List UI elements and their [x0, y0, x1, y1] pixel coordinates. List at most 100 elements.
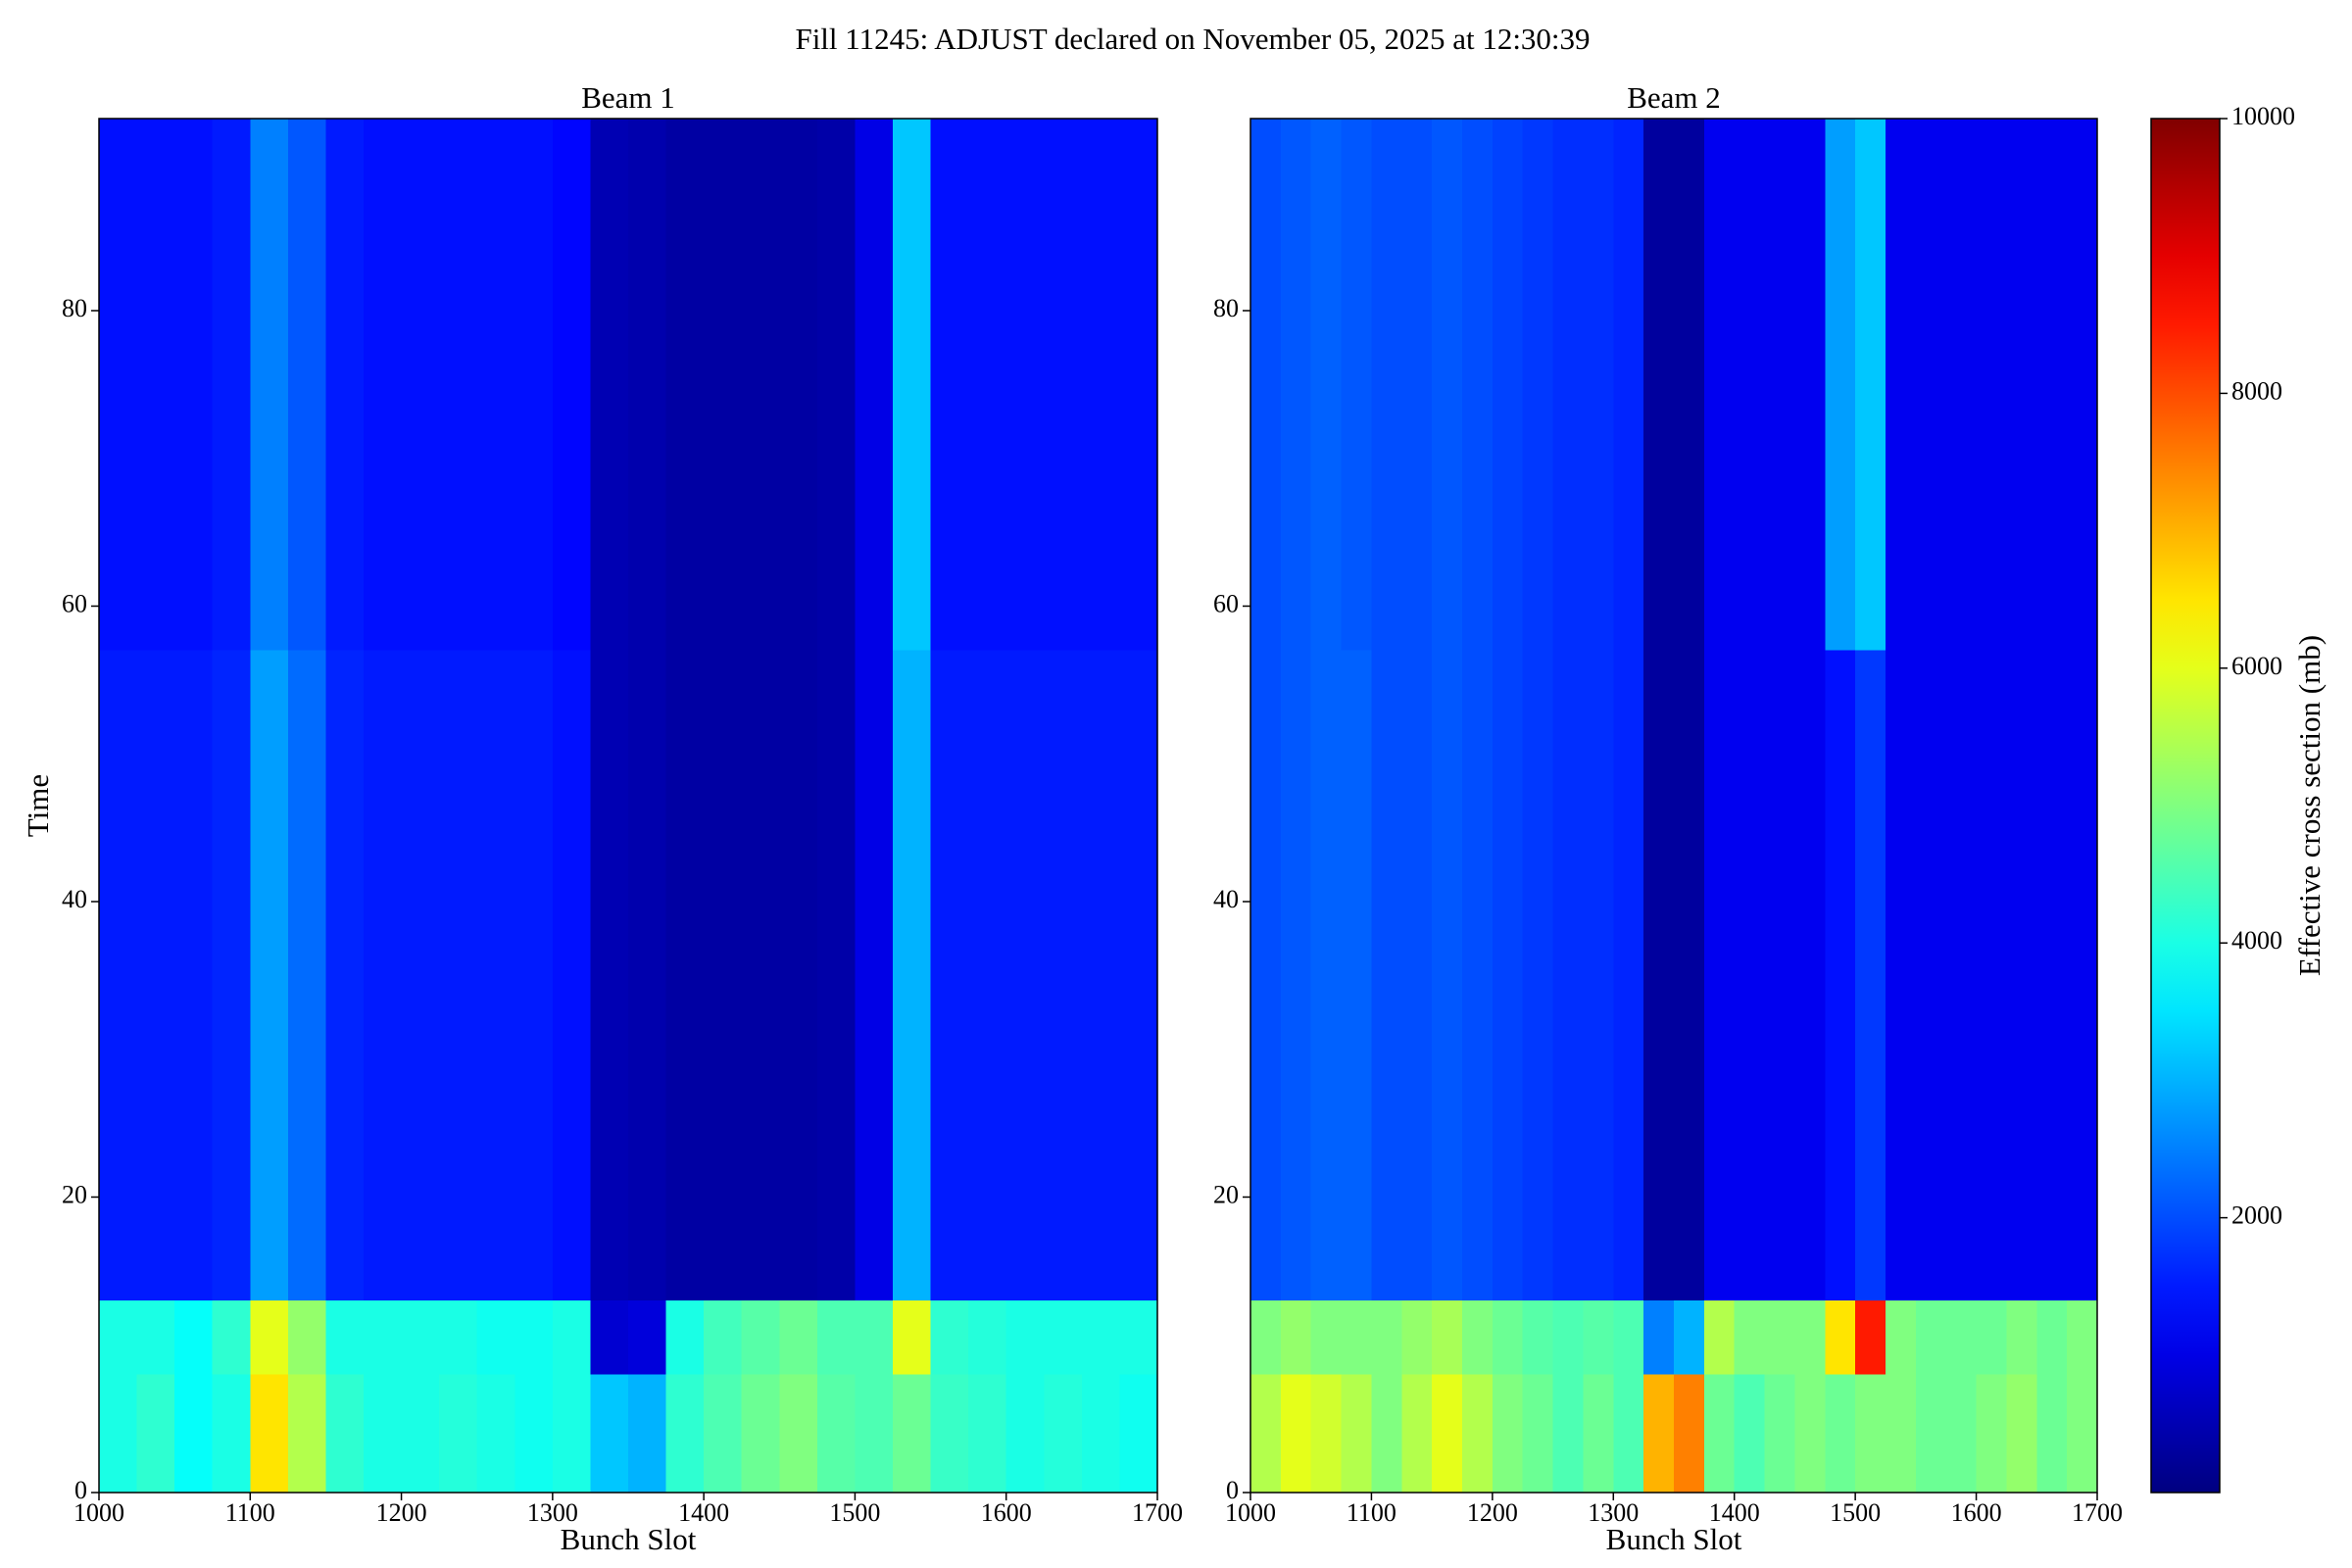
- x-tick-label: 1600: [1951, 1498, 2002, 1527]
- heatmap-cell: [779, 119, 817, 651]
- heatmap-cell: [514, 650, 553, 1301]
- heatmap-cell: [1492, 119, 1523, 651]
- heatmap-cell: [2006, 1300, 2037, 1375]
- x-tick-label: 1500: [829, 1498, 880, 1527]
- heatmap-cell: [855, 650, 893, 1301]
- heatmap-cell: [476, 1300, 515, 1375]
- heatmap-cell: [1341, 1374, 1372, 1493]
- heatmap-cell: [1044, 119, 1082, 651]
- heatmap-cell: [1945, 650, 1977, 1301]
- heatmap-cell: [1462, 650, 1493, 1301]
- heatmap-cell: [2036, 1300, 2068, 1375]
- heatmap-cell: [1119, 1300, 1157, 1375]
- heatmap-cell: [287, 1300, 326, 1375]
- y-tick-label: 60: [62, 589, 87, 617]
- colorbar: [2150, 118, 2221, 1494]
- heatmap-cell: [1341, 650, 1372, 1301]
- heatmap-cell: [439, 1374, 477, 1493]
- heatmap-cell: [136, 1300, 175, 1375]
- colorbar-label: Effective cross section (mb): [2292, 635, 2327, 976]
- heatmap-cell: [136, 1374, 175, 1493]
- heatmap-cell: [1371, 119, 1402, 651]
- heatmap-cell: [1915, 1300, 1946, 1375]
- heatmap-cell: [2067, 1374, 2097, 1493]
- heatmap-cell: [1552, 119, 1584, 651]
- heatmap-cell: [1462, 1300, 1493, 1375]
- heatmap-cell: [816, 1374, 856, 1493]
- heatmap-cell: [1794, 1300, 1826, 1375]
- heatmap-cell: [2036, 119, 2068, 651]
- x-tick-label: 1000: [74, 1498, 124, 1527]
- heatmap-cell: [1401, 119, 1433, 651]
- heatmap-cell: [1005, 1300, 1045, 1375]
- heatmap-cell: [1280, 650, 1311, 1301]
- heatmap-cell: [1703, 1300, 1735, 1375]
- heatmap-cell: [628, 650, 666, 1301]
- heatmap-cell: [325, 1300, 364, 1375]
- heatmap-cell: [1432, 650, 1462, 1301]
- heatmap-cell: [1794, 650, 1826, 1301]
- heatmap-cell: [1371, 1300, 1402, 1375]
- heatmap-cell: [99, 1300, 137, 1375]
- heatmap-cell: [1583, 119, 1614, 651]
- heatmap-cell: [1643, 1300, 1674, 1375]
- heatmap-cell: [968, 650, 1006, 1301]
- heatmap-cell: [968, 1300, 1006, 1375]
- heatmap-cell: [364, 1300, 402, 1375]
- x-tick-label: 1300: [1588, 1498, 1639, 1527]
- heatmap-cell: [364, 650, 402, 1301]
- heatmap-cell: [1522, 1300, 1553, 1375]
- heatmap-cell: [590, 1374, 628, 1493]
- heatmap-cell: [212, 119, 251, 651]
- heatmap-cell: [1613, 1300, 1644, 1375]
- x-tick-label: 1200: [376, 1498, 427, 1527]
- heatmap-cell: [99, 119, 137, 651]
- colorbar-tick-label: 4000: [2231, 926, 2282, 955]
- heatmap-cell: [968, 119, 1006, 651]
- y-tick-label: 20: [1213, 1180, 1239, 1208]
- heatmap-cell: [1734, 1300, 1765, 1375]
- heatmap-cell: [250, 1300, 288, 1375]
- heatmap-cell: [287, 1374, 326, 1493]
- heatmap-cell: [325, 119, 364, 651]
- heatmap-cell: [136, 119, 175, 651]
- heatmap-cell: [1915, 650, 1946, 1301]
- heatmap-cell: [1945, 119, 1977, 651]
- heatmap-cell: [1371, 650, 1402, 1301]
- heatmap-cell: [2067, 1300, 2097, 1375]
- x-tick-label: 1600: [981, 1498, 1032, 1527]
- heatmap-cell: [1915, 119, 1946, 651]
- heatmap-cell: [1764, 650, 1795, 1301]
- heatmap-cell: [439, 1300, 477, 1375]
- heatmap-cell: [1492, 1300, 1523, 1375]
- heatmap-cell: [99, 1374, 137, 1493]
- heatmap-cell: [552, 1300, 591, 1375]
- heatmap-cell: [1432, 1300, 1462, 1375]
- heatmap-cell: [1552, 1374, 1584, 1493]
- heatmap-cell: [665, 650, 705, 1301]
- heatmap-cell: [893, 650, 931, 1301]
- heatmap-cell: [364, 119, 402, 651]
- y-tick-label: 80: [62, 294, 87, 322]
- heatmap-cell: [212, 1300, 251, 1375]
- heatmap-cell: [1613, 119, 1644, 651]
- heatmap-cell: [1855, 1374, 1886, 1493]
- heatmap-cell: [628, 1300, 666, 1375]
- heatmap-cell: [1794, 1374, 1826, 1493]
- heatmap-cell: [1341, 119, 1372, 651]
- heatmap-cell: [590, 119, 628, 651]
- heatmap-cell: [250, 1374, 288, 1493]
- heatmap-cell: [1462, 119, 1493, 651]
- heatmap-cell: [250, 119, 288, 651]
- heatmap-cell: [1119, 1374, 1157, 1493]
- heatmap-cell: [1764, 1374, 1795, 1493]
- panel-title: Beam 2: [1627, 80, 1721, 115]
- heatmap-cell: [1976, 119, 2007, 651]
- heatmap-cell: [1643, 1374, 1674, 1493]
- heatmap-cell: [439, 119, 477, 651]
- heatmap-cell: [1280, 1374, 1311, 1493]
- heatmap-cell: [1794, 119, 1826, 651]
- heatmap-cell: [855, 1300, 893, 1375]
- heatmap-cell: [855, 1374, 893, 1493]
- heatmap-cell: [590, 650, 628, 1301]
